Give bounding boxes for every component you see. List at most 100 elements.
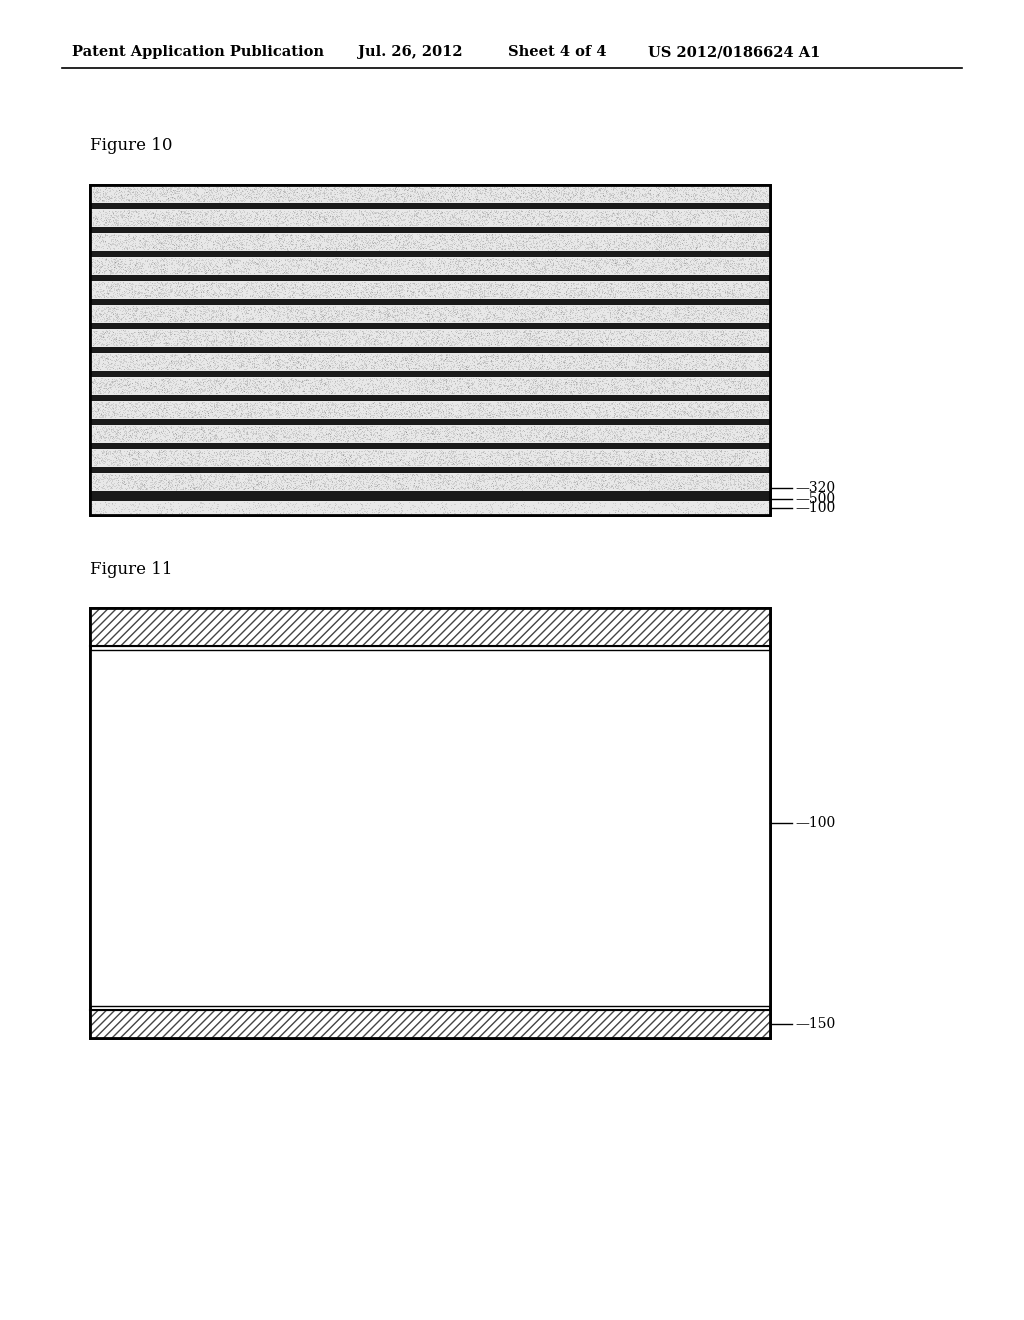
Point [617,397,634,418]
Point [536,375,552,396]
Point [263,249,280,271]
Point [627,302,643,323]
Point [157,282,173,304]
Point [144,301,161,322]
Point [607,275,624,296]
Point [484,304,501,325]
Point [338,451,354,473]
Point [474,189,490,210]
Point [723,224,739,246]
Point [535,446,551,467]
Point [414,281,430,302]
Point [327,475,343,496]
Point [748,249,764,271]
Point [713,180,729,201]
Point [651,273,668,294]
Point [567,201,584,222]
Point [521,306,538,327]
Point [306,358,323,379]
Point [447,304,464,325]
Point [607,282,624,304]
Point [443,351,460,372]
Point [728,205,744,226]
Point [368,450,384,471]
Point [387,226,403,247]
Point [267,273,284,294]
Point [187,261,204,282]
Point [296,321,312,342]
Point [308,252,325,273]
Point [673,255,689,276]
Point [241,185,257,206]
Point [384,440,400,461]
Point [243,358,259,379]
Point [591,380,607,401]
Point [650,396,667,417]
Point [527,407,544,428]
Point [255,453,271,474]
Point [671,253,687,275]
Point [145,187,162,209]
Point [638,393,654,414]
Point [703,285,720,306]
Point [380,477,396,498]
Point [173,260,189,281]
Point [326,496,342,517]
Point [343,281,359,302]
Point [508,186,524,207]
Point [302,470,318,491]
Point [176,442,193,463]
Point [126,322,142,343]
Point [387,279,403,300]
Point [753,236,769,257]
Point [578,259,594,280]
Point [607,284,624,305]
Point [240,345,256,366]
Point [426,202,442,223]
Point [755,467,771,488]
Point [547,471,563,492]
Point [317,352,334,374]
Point [748,211,764,232]
Point [290,477,306,498]
Point [294,441,310,462]
Point [748,285,764,306]
Point [495,381,511,403]
Point [104,321,121,342]
Point [703,397,720,418]
Point [328,375,344,396]
Point [373,370,389,391]
Point [99,203,116,224]
Point [751,418,767,440]
Point [159,347,175,368]
Point [224,477,241,498]
Point [614,178,631,199]
Point [725,326,741,347]
Point [635,255,651,276]
Point [323,205,339,226]
Point [301,251,317,272]
Point [758,445,774,466]
Point [408,392,424,413]
Point [408,379,424,400]
Point [159,401,175,422]
Point [633,276,649,297]
Point [249,230,265,251]
Point [754,281,770,302]
Point [727,348,743,370]
Point [752,236,768,257]
Point [645,248,662,269]
Point [560,428,577,449]
Point [510,176,526,197]
Point [223,420,240,441]
Point [642,201,658,222]
Point [632,234,648,255]
Point [437,465,454,486]
Point [468,308,484,329]
Point [569,381,586,403]
Point [266,281,283,302]
Point [324,227,340,248]
Point [444,450,461,471]
Point [414,185,430,206]
Point [358,404,375,425]
